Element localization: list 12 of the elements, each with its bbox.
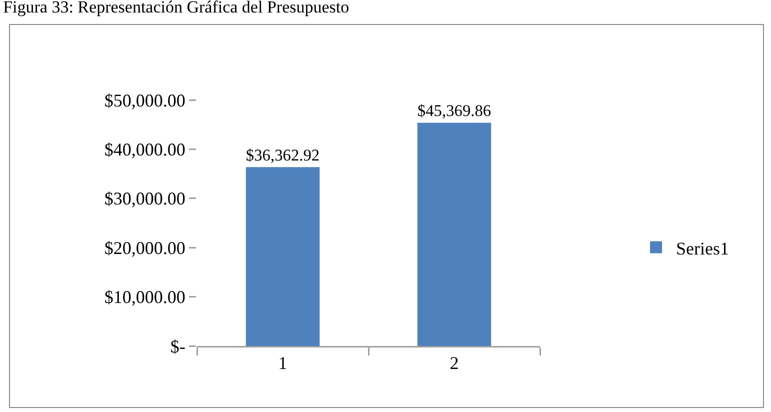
y-tick-label: $50,000.00 (104, 90, 186, 110)
x-tick-label: 1 (278, 353, 288, 374)
y-tick-label: $20,000.00 (104, 238, 186, 258)
data-label: $36,362.92 (246, 145, 320, 164)
y-tick-label: $30,000.00 (104, 188, 186, 209)
legend-label: Series1 (676, 238, 730, 258)
x-tick-label: 2 (450, 353, 459, 374)
y-tick-label: $10,000.00 (104, 287, 186, 308)
y-tick-label: $40,000.00 (104, 140, 186, 160)
chart-title: Figura 33: Representación Gráfica del Presupuesto (3, 0, 350, 17)
y-tick-label: $- (170, 336, 186, 356)
data-label: $45,369.86 (417, 101, 492, 120)
